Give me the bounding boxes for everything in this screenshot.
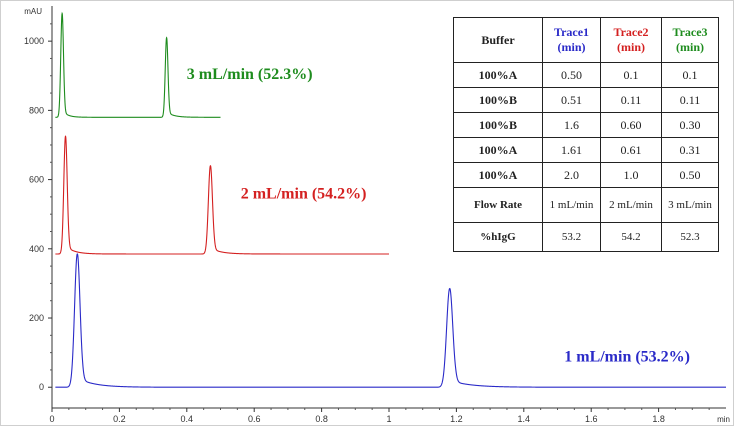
y-tick-label: 1000 [24, 36, 44, 46]
table-row: 100%A 2.0 1.0 0.50 [453, 162, 719, 188]
table-cell: 1.6 [542, 112, 601, 138]
series-line-trace3 [55, 11, 221, 118]
table-cell: 1.0 [600, 162, 662, 188]
header-buffer: Buffer [453, 17, 543, 63]
table-cell: 0.50 [661, 162, 719, 188]
table-cell: 2.0 [542, 162, 601, 188]
table-cell-buffer: 100%A [453, 162, 543, 188]
table-cell: 0.1 [600, 62, 662, 88]
table-row-higg: %hIgG 53.2 54.2 52.3 [453, 222, 719, 252]
y-tick-label: 600 [29, 175, 44, 185]
table-cell: 1.61 [542, 137, 601, 163]
table-cell: 0.51 [542, 87, 601, 113]
table-cell: 0.61 [600, 137, 662, 163]
x-tick-label: 1.2 [450, 414, 463, 424]
x-tick-label: 0.8 [315, 414, 328, 424]
y-tick-label: 400 [29, 244, 44, 254]
table-cell: 2 mL/min [600, 187, 662, 223]
table-row: 100%A 1.61 0.61 0.31 [453, 137, 719, 163]
x-tick-label: 0.4 [181, 414, 194, 424]
table-cell: 53.2 [542, 222, 601, 252]
table-cell-buffer: 100%B [453, 87, 543, 113]
series-label-trace1: 1 mL/min (53.2%) [564, 348, 690, 365]
x-tick-label: 0.6 [248, 414, 261, 424]
table-row-flow-rate: Flow Rate 1 mL/min 2 mL/min 3 mL/min [453, 187, 719, 223]
table-cell: 1 mL/min [542, 187, 601, 223]
table-cell-flow-label: Flow Rate [453, 187, 543, 223]
table-cell: 0.31 [661, 137, 719, 163]
y-tick-label: 200 [29, 313, 44, 323]
table-cell: 0.30 [661, 112, 719, 138]
y-unit-label: mAU [24, 7, 42, 16]
header-trace3: Trace3 (min) [661, 17, 719, 63]
series-label-trace2: 2 mL/min (54.2%) [241, 186, 367, 203]
table-cell: 0.1 [661, 62, 719, 88]
y-tick-label: 0 [39, 382, 44, 392]
table-cell: 0.60 [600, 112, 662, 138]
table-cell: 0.11 [661, 87, 719, 113]
x-tick-label: 1 [386, 414, 391, 424]
header-trace2: Trace2 (min) [600, 17, 662, 63]
table-cell-buffer: 100%B [453, 112, 543, 138]
table-row: 100%A 0.50 0.1 0.1 [453, 62, 719, 88]
x-tick-label: 1.8 [652, 414, 665, 424]
gradient-table: Buffer Trace1 (min) Trace2 (min) Trace3 … [453, 17, 719, 252]
x-tick-label: 1.4 [518, 414, 531, 424]
x-unit-label: min [717, 415, 730, 424]
y-tick-label: 800 [29, 105, 44, 115]
table-row: 100%B 0.51 0.11 0.11 [453, 87, 719, 113]
header-trace1: Trace1 (min) [542, 17, 601, 63]
table-cell: 3 mL/min [661, 187, 719, 223]
series-label-trace3: 3 mL/min (52.3%) [187, 66, 313, 83]
x-tick-label: 0 [49, 414, 54, 424]
x-tick-label: 0.2 [113, 414, 126, 424]
x-tick-label: 1.6 [585, 414, 598, 424]
table-row: 100%B 1.6 0.60 0.30 [453, 112, 719, 138]
table-cell: 0.50 [542, 62, 601, 88]
table-cell-buffer: 100%A [453, 62, 543, 88]
table-cell-buffer: 100%A [453, 137, 543, 163]
table-cell: 0.11 [600, 87, 662, 113]
table-header-row: Buffer Trace1 (min) Trace2 (min) Trace3 … [453, 17, 719, 63]
table-cell-higg-label: %hIgG [453, 222, 543, 252]
table-cell: 52.3 [661, 222, 719, 252]
series-line-trace1 [55, 253, 726, 388]
table-cell: 54.2 [600, 222, 662, 252]
series-line-trace2 [55, 135, 389, 255]
